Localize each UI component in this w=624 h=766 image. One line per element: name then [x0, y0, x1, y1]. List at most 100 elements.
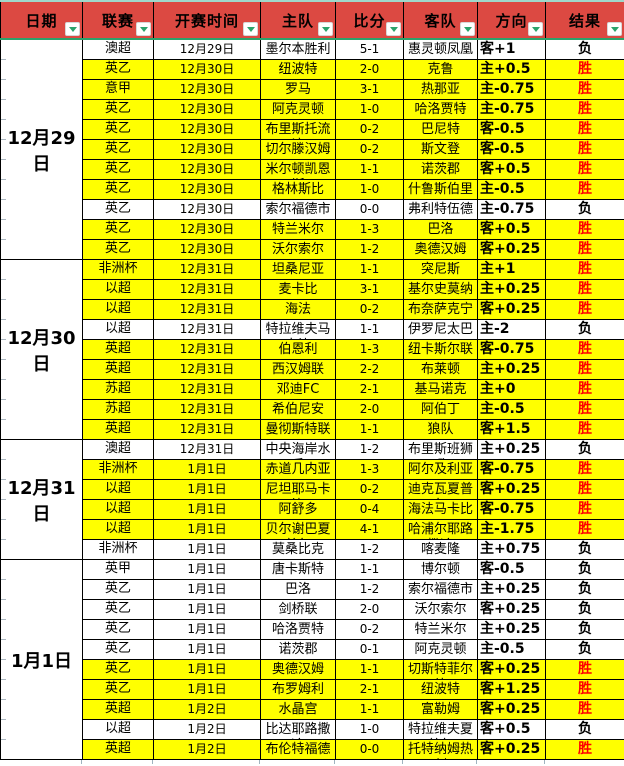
time-cell[interactable]: 1月1日 [154, 540, 261, 560]
away-team-cell[interactable]: 布里斯班狮吼 [404, 440, 478, 460]
result-cell[interactable]: 胜 [546, 140, 624, 160]
direction-cell[interactable]: 客-0.5 [478, 140, 546, 160]
direction-cell[interactable]: 主-0.75 [478, 200, 546, 220]
score-cell[interactable]: 1-1 [336, 320, 404, 340]
result-cell[interactable]: 胜 [546, 460, 624, 480]
result-cell[interactable]: 负 [546, 620, 624, 640]
away-team-cell[interactable]: 巴洛 [404, 220, 478, 240]
away-team-cell[interactable]: 斯文登 [404, 140, 478, 160]
header-league[interactable]: 联赛 [83, 1, 154, 39]
score-cell[interactable]: 0-2 [336, 140, 404, 160]
home-team-cell[interactable]: 布罗姆利 [261, 680, 336, 700]
away-team-cell[interactable]: 特拉维夫夏普尔 [404, 720, 478, 740]
score-cell[interactable]: 0-2 [336, 480, 404, 500]
time-cell[interactable]: 12月29日 [154, 39, 261, 60]
home-team-cell[interactable]: 西汉姆联 [261, 360, 336, 380]
league-cell[interactable]: 英超 [83, 340, 154, 360]
score-cell[interactable]: 1-2 [336, 580, 404, 600]
away-team-cell[interactable]: 基马诺克 [404, 380, 478, 400]
score-cell[interactable]: 0-2 [336, 620, 404, 640]
away-team-cell[interactable]: 布莱顿 [404, 360, 478, 380]
league-cell[interactable]: 英乙 [83, 240, 154, 260]
away-team-cell[interactable]: 狼队 [404, 420, 478, 440]
result-cell[interactable]: 胜 [546, 280, 624, 300]
home-team-cell[interactable]: 伯恩利 [261, 340, 336, 360]
direction-cell[interactable]: 主-0.75 [478, 80, 546, 100]
time-cell[interactable]: 12月31日 [154, 300, 261, 320]
league-cell[interactable]: 英乙 [83, 600, 154, 620]
date-group-cell[interactable]: 12月29日 [1, 39, 83, 260]
home-team-cell[interactable]: 布伦特福德 [261, 740, 336, 760]
away-team-cell[interactable]: 哈浦尔耶路撒冷 [404, 520, 478, 540]
direction-cell[interactable]: 客+1.5 [478, 420, 546, 440]
home-team-cell[interactable]: 特兰米尔 [261, 220, 336, 240]
result-cell[interactable]: 胜 [546, 120, 624, 140]
time-cell[interactable]: 1月1日 [154, 500, 261, 520]
away-team-cell[interactable]: 布奈萨克宁 [404, 300, 478, 320]
league-cell[interactable]: 英超 [83, 740, 154, 760]
away-team-cell[interactable]: 迪克瓦夏普尔 [404, 480, 478, 500]
filter-button-away[interactable] [460, 22, 475, 36]
away-team-cell[interactable]: 喀麦隆 [404, 540, 478, 560]
filter-button-home[interactable] [318, 22, 333, 36]
result-cell[interactable]: 胜 [546, 680, 624, 700]
score-cell[interactable]: 1-3 [336, 340, 404, 360]
away-team-cell[interactable]: 海法马卡比 [404, 500, 478, 520]
score-cell[interactable]: 1-1 [336, 160, 404, 180]
direction-cell[interactable]: 客+0.25 [478, 740, 546, 760]
away-team-cell[interactable]: 哈洛贾特 [404, 100, 478, 120]
date-group-cell[interactable]: 12月30日 [1, 260, 83, 440]
direction-cell[interactable]: 主+0.75 [478, 540, 546, 560]
direction-cell[interactable]: 客+0.25 [478, 240, 546, 260]
direction-cell[interactable]: 主-0.75 [478, 100, 546, 120]
league-cell[interactable]: 英乙 [83, 180, 154, 200]
direction-cell[interactable]: 主-0.5 [478, 640, 546, 660]
home-team-cell[interactable]: 剑桥联 [261, 600, 336, 620]
score-cell[interactable]: 2-0 [336, 600, 404, 620]
direction-cell[interactable]: 客-0.5 [478, 560, 546, 580]
direction-cell[interactable]: 主+0.25 [478, 360, 546, 380]
time-cell[interactable]: 1月1日 [154, 600, 261, 620]
result-cell[interactable]: 胜 [546, 360, 624, 380]
result-cell[interactable]: 胜 [546, 180, 624, 200]
home-team-cell[interactable]: 尼坦耶马卡比 [261, 480, 336, 500]
home-team-cell[interactable]: 巴洛 [261, 580, 336, 600]
direction-cell[interactable]: 客+0.25 [478, 660, 546, 680]
direction-cell[interactable]: 客+0.25 [478, 480, 546, 500]
result-cell[interactable]: 胜 [546, 160, 624, 180]
score-cell[interactable]: 2-1 [336, 380, 404, 400]
score-cell[interactable]: 3-1 [336, 280, 404, 300]
score-cell[interactable]: 1-0 [336, 100, 404, 120]
filter-button-league[interactable] [136, 22, 151, 36]
result-cell[interactable]: 胜 [546, 300, 624, 320]
direction-cell[interactable]: 主-1.75 [478, 520, 546, 540]
header-date[interactable]: 日期 [1, 1, 83, 39]
home-team-cell[interactable]: 比达耶路撒冷 [261, 720, 336, 740]
away-team-cell[interactable]: 阿尔及利亚 [404, 460, 478, 480]
result-cell[interactable]: 胜 [546, 100, 624, 120]
time-cell[interactable]: 12月30日 [154, 180, 261, 200]
score-cell[interactable]: 0-1 [336, 640, 404, 660]
time-cell[interactable]: 12月31日 [154, 400, 261, 420]
time-cell[interactable]: 12月31日 [154, 440, 261, 460]
result-cell[interactable]: 负 [546, 320, 624, 340]
time-cell[interactable]: 1月1日 [154, 460, 261, 480]
direction-cell[interactable]: 主+0 [478, 380, 546, 400]
league-cell[interactable]: 英乙 [83, 580, 154, 600]
home-team-cell[interactable]: 赤道几内亚 [261, 460, 336, 480]
league-cell[interactable]: 以超 [83, 500, 154, 520]
away-team-cell[interactable]: 奥德汉姆 [404, 240, 478, 260]
result-cell[interactable]: 胜 [546, 260, 624, 280]
away-team-cell[interactable]: 托特纳姆热刺 [404, 740, 478, 760]
time-cell[interactable]: 1月1日 [154, 560, 261, 580]
home-team-cell[interactable]: 唐卡斯特 [261, 560, 336, 580]
result-cell[interactable]: 负 [546, 560, 624, 580]
league-cell[interactable]: 英乙 [83, 60, 154, 80]
result-cell[interactable]: 胜 [546, 400, 624, 420]
league-cell[interactable]: 英乙 [83, 100, 154, 120]
direction-cell[interactable]: 主+0.25 [478, 580, 546, 600]
result-cell[interactable]: 胜 [546, 660, 624, 680]
header-away[interactable]: 客队 [404, 1, 478, 39]
direction-cell[interactable]: 客+1.25 [478, 680, 546, 700]
time-cell[interactable]: 1月2日 [154, 720, 261, 740]
